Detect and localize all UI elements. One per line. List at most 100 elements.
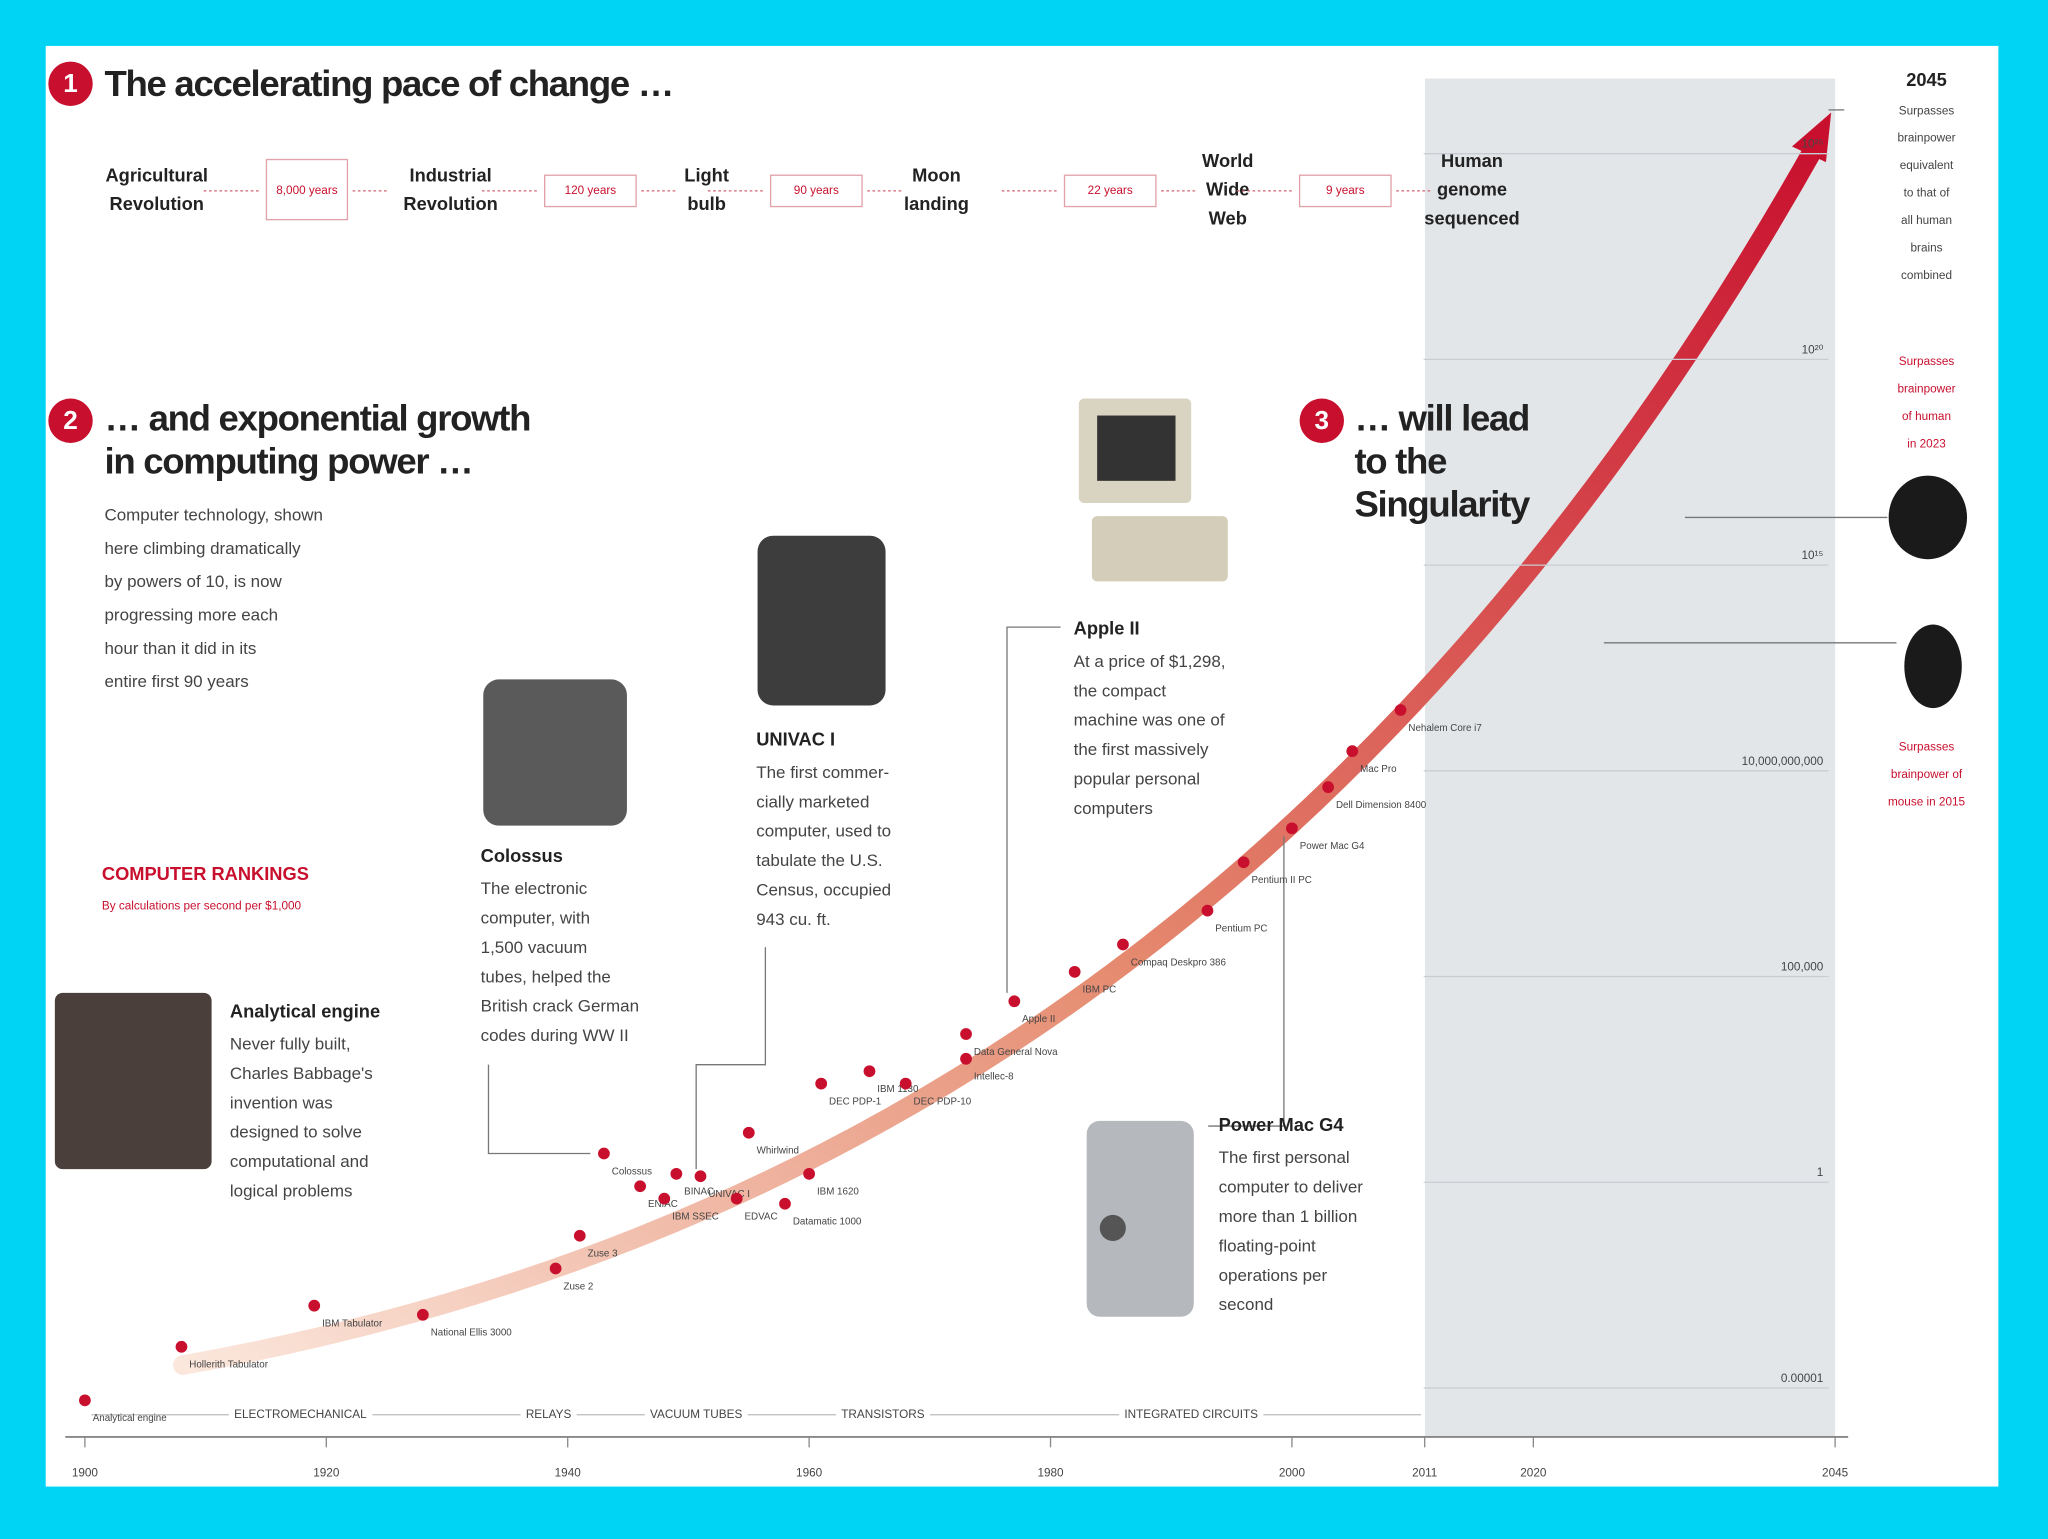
section-title: to the (1354, 441, 1447, 482)
point-label: BINAC (684, 1187, 714, 1198)
leader-line (487, 1064, 591, 1155)
apple-ii-keyboard (1091, 516, 1228, 582)
section-body: progressing more each (104, 606, 278, 625)
data-point (1201, 904, 1214, 917)
y-tick-label: 10¹⁵ (1801, 549, 1823, 562)
point-label: Analytical engine (93, 1413, 167, 1424)
callout-title: Analytical engine (230, 1000, 380, 1021)
point-label: Apple II (1022, 1014, 1055, 1025)
data-point (1322, 781, 1335, 794)
point-label: IBM PC (1083, 985, 1117, 996)
data-point (899, 1077, 912, 1090)
data-point (960, 1028, 972, 1040)
data-point (1394, 704, 1407, 716)
data-point (1068, 965, 1081, 978)
data-point (742, 1126, 755, 1139)
step-number: 2 (63, 405, 78, 435)
milestone-label: Industrial (410, 164, 492, 185)
callout-body: Charles Babbage's (230, 1064, 373, 1083)
point-label: Nehalem Core i7 (1408, 723, 1481, 734)
future-note: all human (1901, 214, 1952, 227)
step-badge (1299, 398, 1344, 443)
milestone-label: Human (1441, 150, 1503, 171)
callout-body: computer, with (481, 909, 590, 928)
callout-body: The electronic (481, 879, 588, 898)
y-tick-label: 1 (1817, 1166, 1824, 1179)
callout-body: 943 cu. ft. (756, 910, 831, 929)
era-label: TRANSISTORS (841, 1408, 925, 1421)
callout-body: Census, occupied (756, 880, 891, 899)
point-label: Colossus (612, 1166, 652, 1177)
data-point (658, 1192, 671, 1205)
callout-body: tabulate the U.S. (756, 851, 882, 870)
section-body: by powers of 10, is now (104, 572, 282, 591)
future-note: of human (1902, 410, 1951, 423)
milestone-label: landing (904, 193, 969, 214)
callout-body: second (1219, 1295, 1274, 1314)
point-label: IBM SSEC (672, 1211, 719, 1222)
milestone-label: Wide (1206, 179, 1249, 200)
milestone-label: Moon (912, 164, 961, 185)
callout-title: UNIVAC I (756, 729, 835, 750)
future-note: in 2023 (1907, 437, 1946, 450)
callout-body: computational and (230, 1152, 369, 1171)
x-tick-label: 1920 (313, 1467, 340, 1480)
callout-body: The first personal (1219, 1148, 1350, 1167)
y-tick-label: 10²⁵ (1801, 138, 1823, 151)
era-label: RELAYS (526, 1408, 572, 1421)
point-label: Datamatic 1000 (793, 1217, 862, 1228)
point-label: Pentium PC (1215, 923, 1267, 934)
data-point (1346, 745, 1359, 758)
section-body: hour than it did in its (104, 639, 256, 658)
data-point (1286, 822, 1298, 835)
milestone-label: Light (684, 164, 729, 185)
data-point (634, 1180, 647, 1193)
univac-photo (757, 535, 886, 706)
interval-box (1063, 174, 1157, 208)
data-point (803, 1167, 815, 1180)
era-gap (520, 1407, 577, 1421)
point-label: Dell Dimension 8400 (1336, 800, 1427, 811)
point-label: Compaq Deskpro 386 (1131, 957, 1227, 968)
interval-label: 9 years (1326, 184, 1365, 197)
interval-label: 120 years (565, 184, 617, 197)
callout-body: the compact (1074, 681, 1167, 700)
callout-body: At a price of $1,298, (1074, 652, 1226, 671)
section-title: The accelerating pace of change … (104, 63, 673, 104)
point-label: DEC PDP-1 (829, 1096, 881, 1107)
point-label: Power Mac G4 (1300, 841, 1365, 852)
future-note: brainpower (1897, 132, 1955, 145)
callout-title: Apple II (1074, 618, 1140, 639)
point-label: Zuse 3 (588, 1249, 618, 1260)
data-point (1117, 938, 1129, 951)
point-label: Whirlwind (757, 1146, 799, 1157)
callout-body: the first massively (1074, 740, 1209, 759)
milestone-label: genome (1437, 179, 1507, 200)
callout-body: computer to deliver (1219, 1178, 1364, 1197)
chart-title: COMPUTER RANKINGS (102, 863, 309, 884)
callout-title: Colossus (481, 845, 563, 866)
era-label: ELECTROMECHANICAL (234, 1408, 367, 1421)
section-title: … and exponential growth (104, 397, 530, 438)
callout-body: popular personal (1074, 769, 1200, 788)
data-point (598, 1147, 610, 1160)
section-title: Singularity (1354, 484, 1531, 525)
future-year: 2045 (1906, 69, 1947, 90)
data-point (670, 1167, 683, 1180)
callout-body: 1,500 vacuum (481, 938, 588, 957)
interval-box (265, 158, 349, 221)
trend-arrow (173, 131, 1828, 1375)
leader-line (695, 947, 767, 1170)
callout-title: Power Mac G4 (1219, 1114, 1345, 1135)
point-label: Mac Pro (1360, 764, 1397, 775)
point-label: IBM Tabulator (322, 1319, 383, 1330)
future-note: to that of (1904, 187, 1950, 200)
data-point (308, 1299, 321, 1312)
step-number: 3 (1315, 405, 1330, 435)
point-label: Zuse 2 (563, 1281, 593, 1292)
x-tick-label: 2045 (1822, 1467, 1849, 1480)
brain-icon (1888, 475, 1968, 560)
future-note: brainpower of (1891, 768, 1963, 781)
x-tick-label: 1960 (796, 1467, 823, 1480)
interval-label: 90 years (794, 184, 839, 197)
